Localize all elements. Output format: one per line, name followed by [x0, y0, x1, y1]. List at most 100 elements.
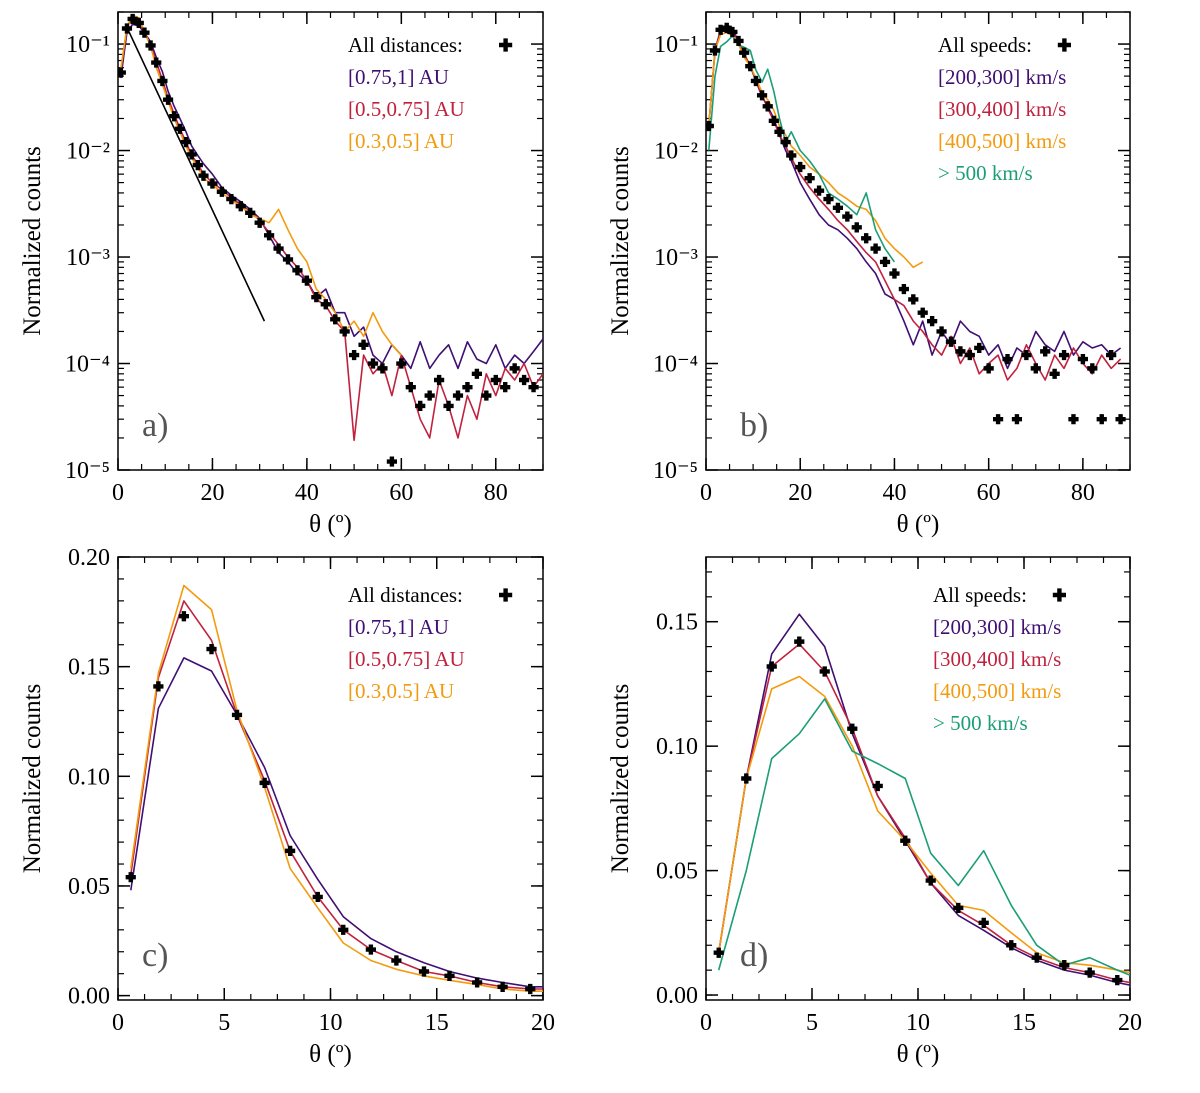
data-point — [794, 636, 805, 647]
legend-label: [0.3,0.5] AU — [348, 679, 454, 703]
data-point — [936, 326, 947, 337]
x-tick-label: 5 — [806, 1010, 818, 1036]
data-point — [443, 400, 454, 411]
y-tick-label: 10⁻² — [654, 139, 698, 165]
data-point — [509, 363, 520, 374]
legend-label: [300,400] km/s — [933, 647, 1061, 671]
data-point — [741, 773, 752, 784]
data-point — [1106, 349, 1117, 361]
data-point — [819, 666, 830, 677]
data-point — [139, 27, 150, 38]
x-tick-label: 80 — [1071, 480, 1095, 506]
legend-label: [0.3,0.5] AU — [348, 129, 454, 153]
data-point — [386, 456, 397, 467]
series-line — [130, 657, 543, 988]
legend-b: All speeds: [200,300] km/s [300,400] km/s [… — [938, 33, 1071, 185]
y-tick-label: 0.10 — [656, 734, 698, 760]
x-tick-label: 20 — [531, 1010, 555, 1036]
data-point — [264, 230, 275, 241]
data-point — [983, 363, 994, 374]
y-tick-label: 0.15 — [656, 610, 698, 636]
data-point — [273, 243, 284, 254]
x-tick-label: 0 — [700, 1010, 712, 1036]
data-point — [713, 947, 724, 958]
data-point — [823, 193, 834, 205]
data-point — [756, 90, 768, 101]
data-point — [1068, 414, 1079, 425]
data-point — [462, 382, 473, 393]
data-point — [1087, 363, 1098, 374]
data-point — [927, 316, 938, 327]
panel-label: a) — [142, 407, 168, 444]
data-point — [330, 314, 341, 325]
data-point — [768, 115, 779, 126]
data-point — [1058, 349, 1070, 361]
y-tick-label: 10⁻⁵ — [65, 458, 110, 484]
data-point — [192, 159, 203, 171]
data-point — [396, 358, 407, 369]
plot-area-b — [706, 22, 1126, 425]
data-point — [415, 400, 426, 411]
data-point — [207, 178, 218, 189]
data-point — [424, 390, 435, 401]
panel-c: 0 5 10 15 20 0.00 0.05 0.10 0.15 0.20 θ (º) Normali… — [19, 545, 555, 1068]
data-point — [471, 368, 482, 379]
data-point — [231, 709, 243, 721]
y-tick-label: 0.15 — [68, 655, 110, 681]
data-point — [125, 872, 136, 883]
data-point — [133, 17, 144, 29]
data-point — [774, 126, 785, 137]
x-tick-label: 40 — [882, 480, 906, 506]
data-point — [405, 382, 416, 393]
legend-label: > 500 km/s — [938, 161, 1033, 185]
data-point — [945, 336, 957, 347]
data-point — [842, 211, 853, 222]
data-point — [861, 233, 872, 244]
legend-label: [0.75,1] AU — [348, 615, 449, 639]
data-point — [245, 207, 256, 218]
data-point — [519, 374, 530, 386]
panel-d: 0 5 10 15 20 0.00 0.05 0.10 0.15 θ (º) Normalized … — [607, 556, 1142, 1068]
legend-marker — [1057, 38, 1071, 52]
y-tick-label: 0.05 — [656, 859, 698, 885]
data-point — [709, 45, 721, 56]
data-point — [528, 382, 539, 393]
plot-area-c — [125, 584, 543, 995]
x-axis-title: θ (º) — [309, 511, 352, 538]
data-point — [813, 185, 825, 196]
x-axis-title: θ (º) — [309, 1041, 352, 1068]
data-point — [365, 944, 376, 955]
data-point — [870, 243, 881, 254]
data-point — [766, 661, 777, 672]
legend-marker — [1052, 588, 1066, 602]
data-point — [1077, 354, 1088, 365]
x-tick-label: 15 — [1012, 1010, 1036, 1036]
data-point — [750, 75, 762, 87]
data-point — [889, 268, 900, 279]
data-point — [847, 723, 858, 734]
data-point — [898, 283, 909, 295]
data-point — [1059, 960, 1070, 971]
data-point — [157, 75, 168, 87]
legend-c: All distances: [0.75,1] AU [0.5,0.75] AU [0… — [348, 583, 513, 703]
legend-label: All speeds: — [933, 583, 1027, 607]
y-axis-title: Normalized counts — [19, 146, 46, 336]
panel-a: 0 20 40 60 80 10⁻⁵ 10⁻⁴ 10⁻³ 10⁻² 10⁻¹ θ (º) Normal… — [19, 11, 544, 538]
data-point — [1002, 354, 1013, 365]
y-tick-label: 10⁻² — [66, 139, 110, 165]
legend-d: All speeds: [200,300] km/s [300,400] km/s [… — [933, 583, 1066, 735]
data-point — [235, 201, 246, 212]
data-point — [992, 414, 1004, 425]
legend-label: All speeds: — [938, 33, 1032, 57]
data-point — [153, 681, 164, 692]
data-point — [525, 983, 536, 995]
data-point — [795, 161, 806, 173]
legend-label: [0.5,0.75] AU — [348, 647, 465, 671]
data-point — [908, 294, 919, 305]
data-point — [338, 924, 349, 935]
legend-label: [200,300] km/s — [938, 65, 1066, 89]
data-point — [226, 193, 237, 205]
data-point — [444, 970, 455, 981]
y-axis-title: Normalized counts — [607, 146, 634, 336]
data-point — [490, 374, 501, 386]
